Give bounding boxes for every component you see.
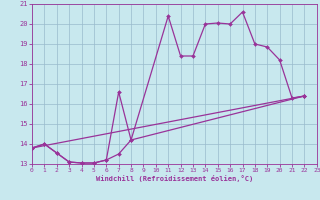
X-axis label: Windchill (Refroidissement éolien,°C): Windchill (Refroidissement éolien,°C) xyxy=(96,175,253,182)
